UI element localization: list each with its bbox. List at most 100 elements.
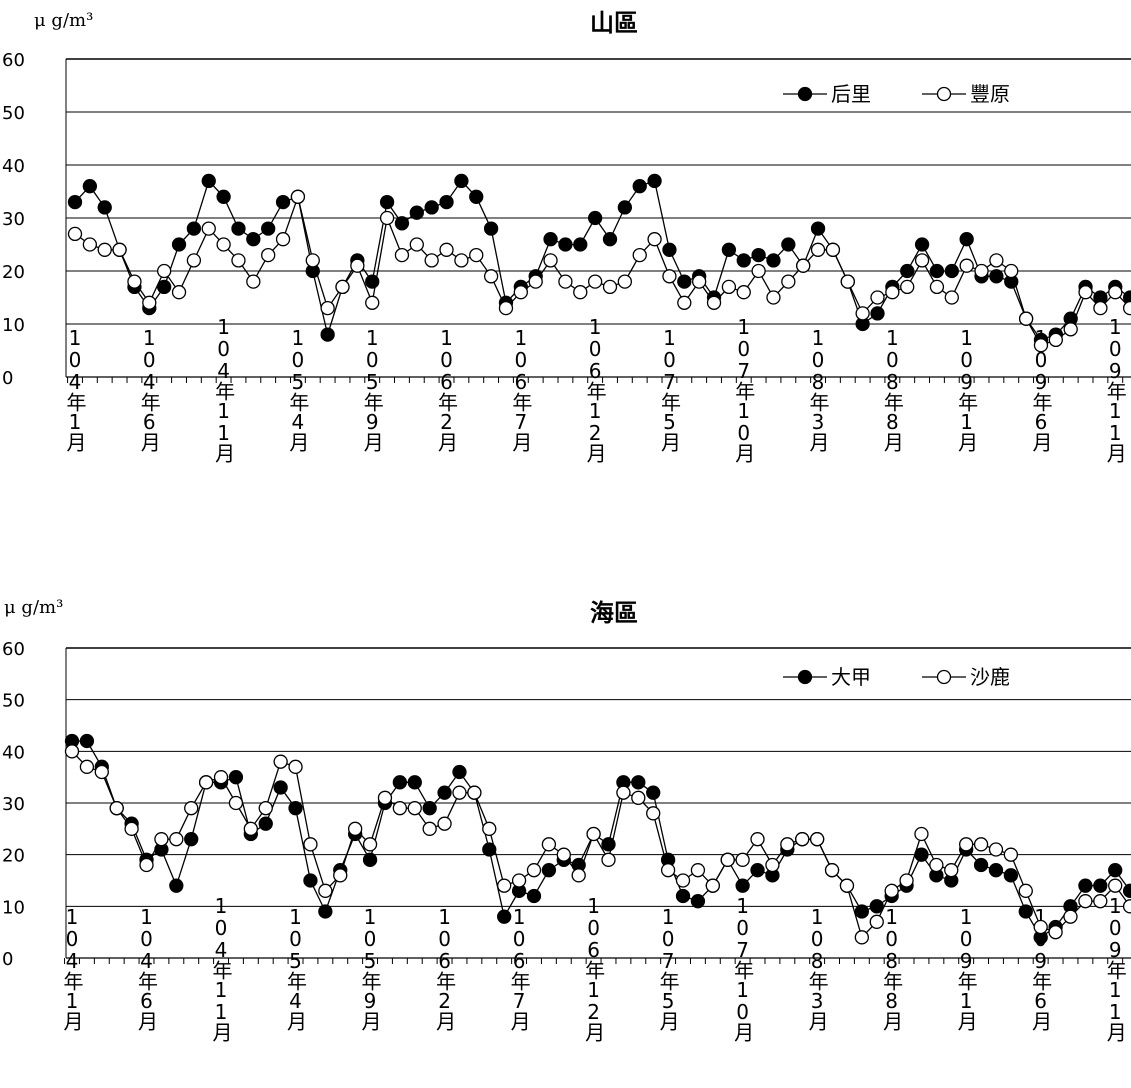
data-point	[1018, 311, 1034, 326]
data-point	[543, 253, 558, 268]
y-tick-label: 40	[2, 742, 25, 763]
x-tick-label: 106年2月	[435, 326, 459, 452]
data-point	[914, 826, 929, 842]
data-point	[1108, 878, 1123, 893]
data-point	[959, 258, 974, 273]
data-point	[157, 263, 172, 279]
chart-title: 海區	[590, 599, 638, 627]
data-point	[454, 253, 469, 268]
data-point	[1018, 883, 1033, 898]
data-point	[1122, 300, 1131, 316]
data-point	[198, 775, 214, 790]
data-point	[988, 842, 1004, 857]
x-tick-label: 104年6月	[137, 326, 161, 452]
data-point	[184, 801, 199, 816]
x-tick-label: 108年8月	[880, 326, 904, 452]
legend-marker	[797, 86, 813, 102]
data-point	[944, 290, 959, 305]
data-point	[216, 237, 231, 252]
unit-label: μ g/m³	[4, 597, 63, 618]
data-point	[318, 904, 333, 919]
data-point	[439, 194, 454, 210]
data-point	[469, 247, 484, 263]
data-point	[541, 863, 557, 878]
data-point	[407, 801, 422, 816]
data-point	[379, 194, 395, 210]
data-point	[929, 857, 944, 873]
x-tick-label: 105年4月	[284, 905, 308, 1031]
data-point	[79, 733, 95, 749]
data-point	[973, 837, 989, 852]
data-point	[751, 247, 766, 263]
data-point	[246, 232, 261, 247]
data-point	[944, 863, 959, 878]
data-point	[258, 816, 273, 831]
data-point	[1078, 285, 1093, 300]
data-point	[243, 821, 258, 836]
data-point	[1122, 899, 1131, 914]
y-tick-label: 20	[2, 262, 25, 283]
data-point	[869, 899, 884, 914]
data-point	[246, 274, 261, 289]
data-point	[586, 826, 601, 842]
data-point	[720, 852, 735, 867]
data-point	[573, 285, 588, 300]
data-point	[407, 775, 422, 790]
data-point	[333, 868, 348, 883]
data-point	[483, 269, 499, 284]
y-tick-label: 60	[2, 639, 25, 660]
data-point	[854, 904, 869, 919]
data-point	[854, 930, 869, 945]
data-point	[422, 801, 437, 816]
data-point	[855, 306, 870, 321]
data-point	[184, 832, 199, 847]
data-point	[320, 327, 335, 342]
data-point	[497, 909, 512, 924]
data-point	[97, 200, 112, 215]
unit-label: μ g/m³	[34, 10, 93, 31]
data-point	[677, 274, 692, 289]
data-point	[275, 232, 291, 247]
legend-label: 豐原	[970, 82, 1010, 106]
data-point	[394, 247, 410, 263]
mountain-area-line-chart: μ g/m³ 山區 0 10 20 30 40 50 60 104年1月 104年6月 104年11月…	[2, 9, 1131, 463]
data-point	[362, 837, 378, 852]
data-point	[528, 274, 543, 289]
x-tick-label: 104年11月	[212, 315, 236, 463]
data-point	[750, 832, 765, 847]
data-point	[201, 173, 216, 189]
data-point	[601, 852, 616, 867]
data-point	[900, 263, 915, 279]
data-point	[112, 242, 127, 257]
data-point	[261, 247, 276, 263]
x-tick-label: 105年4月	[286, 326, 310, 452]
data-point	[1003, 868, 1019, 883]
data-point	[556, 847, 571, 862]
data-point	[959, 232, 974, 247]
data-point	[1003, 847, 1019, 862]
data-point	[692, 274, 707, 289]
y-tick-label: 40	[2, 156, 25, 177]
data-point	[780, 837, 795, 852]
y-tick-label: 20	[2, 846, 25, 867]
data-point	[303, 873, 318, 888]
data-point	[736, 253, 751, 268]
data-point	[543, 232, 558, 247]
legend-marker	[936, 86, 952, 102]
y-tick-label: 10	[2, 315, 25, 336]
data-point	[929, 263, 945, 279]
data-point	[587, 210, 603, 226]
data-point	[765, 857, 780, 873]
data-point	[497, 878, 512, 893]
data-point	[79, 759, 95, 774]
data-point	[526, 863, 542, 878]
data-point	[602, 279, 618, 295]
data-point	[1122, 883, 1131, 898]
data-point	[394, 216, 410, 231]
data-point	[273, 780, 288, 795]
y-tick-label: 10	[2, 897, 25, 918]
data-point	[541, 837, 557, 852]
data-point	[350, 258, 365, 273]
data-point	[781, 274, 796, 289]
data-point	[558, 237, 573, 252]
